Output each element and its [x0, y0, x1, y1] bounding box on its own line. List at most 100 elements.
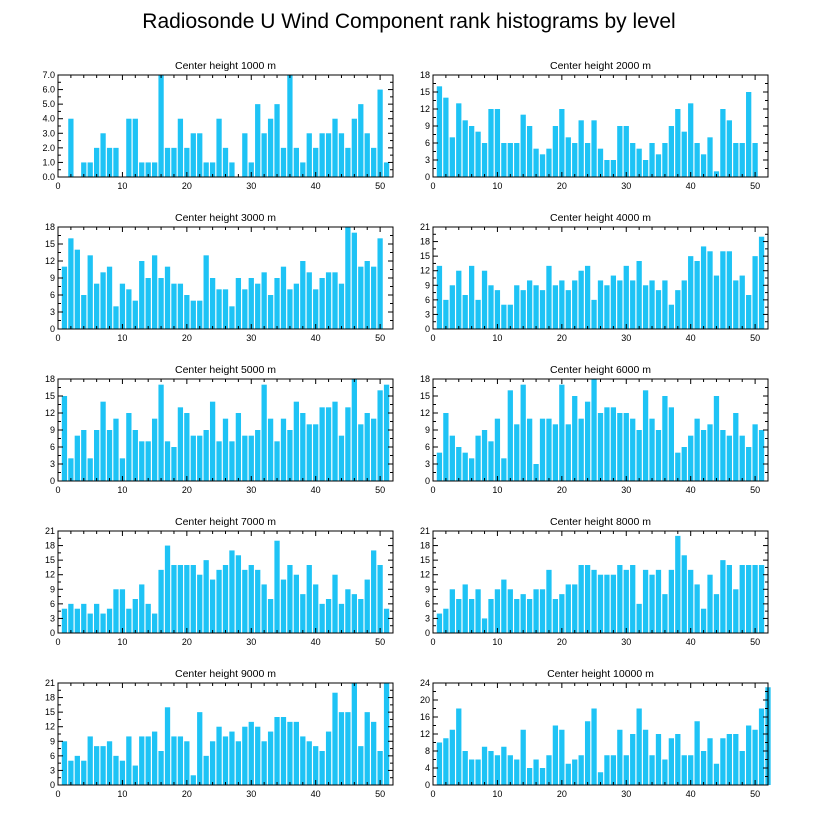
bar [209, 579, 216, 633]
y-tick-label: 24 [420, 678, 430, 688]
bar [280, 579, 287, 633]
bar [713, 275, 720, 329]
bar [481, 270, 488, 329]
bar [287, 75, 293, 177]
bar [546, 265, 552, 329]
y-tick-label: 1.0 [42, 157, 55, 167]
x-tick-label: 30 [246, 637, 256, 647]
bar [216, 569, 222, 633]
bar [177, 565, 184, 633]
bar [623, 265, 629, 329]
bar [597, 772, 604, 785]
bar [81, 295, 87, 329]
bar [462, 584, 468, 633]
bar [514, 143, 520, 177]
x-tick-label: 0 [430, 181, 435, 191]
bar [203, 755, 209, 785]
bar [371, 147, 377, 177]
bar [668, 569, 674, 633]
bar [332, 692, 338, 785]
bar [113, 755, 119, 785]
bar [584, 565, 591, 633]
bar [164, 545, 171, 633]
bar [177, 118, 184, 177]
bar [597, 574, 604, 633]
x-tick-label: 50 [375, 333, 385, 343]
bar [552, 599, 559, 633]
bar [642, 285, 649, 329]
bar [630, 143, 636, 177]
bar [74, 755, 80, 785]
bar [591, 569, 597, 633]
y-tick-label: 12 [420, 570, 430, 580]
bar [255, 283, 261, 329]
bar [190, 133, 196, 177]
x-tick-label: 10 [117, 789, 127, 799]
chart-title: Radiosonde U Wind Component rank histogr… [142, 10, 675, 33]
bar [338, 133, 345, 177]
bar [364, 133, 370, 177]
x-tick-label: 40 [311, 333, 321, 343]
y-tick-label: 6 [50, 751, 55, 761]
bar [475, 435, 481, 481]
bar [119, 458, 126, 481]
bar [488, 751, 494, 785]
x-tick-label: 50 [375, 789, 385, 799]
bar [274, 278, 280, 329]
bar [325, 133, 332, 177]
bar [726, 565, 732, 633]
y-tick-label: 12 [45, 570, 55, 580]
bar [688, 755, 694, 785]
bar [720, 109, 726, 177]
bar [565, 424, 571, 481]
bar [100, 272, 106, 329]
x-tick-label: 30 [621, 485, 631, 495]
bar [74, 608, 80, 633]
bar [306, 272, 312, 329]
bar [287, 565, 293, 633]
panel-7: Center height 7000 m 0 3 6 9 12 15 18 21 0 10 20 30 4… [45, 516, 394, 647]
bar [604, 574, 610, 633]
x-tick-label: 30 [246, 789, 256, 799]
bar [229, 441, 235, 481]
bar [151, 613, 158, 633]
bar [106, 608, 113, 633]
y-tick-label: 20 [420, 695, 430, 705]
x-tick-label: 30 [621, 789, 631, 799]
x-tick-label: 30 [621, 637, 631, 647]
x-tick-label: 30 [621, 333, 631, 343]
bar [383, 162, 390, 177]
bar [617, 126, 623, 177]
x-tick-label: 40 [311, 181, 321, 191]
bar [126, 118, 132, 177]
bar [119, 283, 126, 329]
bar [100, 613, 106, 633]
panel-3: Center height 3000 m 0 3 6 9 12 15 18 0 10 20 30 40 5… [45, 212, 394, 343]
bar [526, 126, 533, 177]
bar [475, 759, 481, 785]
panel-title: Center height 1000 m [175, 60, 276, 72]
bar [591, 379, 597, 481]
bar [222, 565, 229, 633]
bar [293, 721, 299, 785]
bar [145, 736, 151, 785]
y-tick-label: 0 [50, 324, 55, 334]
panel-9: Center height 9000 m 0 3 6 9 12 15 18 21 0 10 20 30 4… [45, 668, 394, 799]
bar [345, 589, 351, 633]
panel-title: Center height 2000 m [550, 60, 651, 72]
bar [681, 131, 687, 177]
bar [694, 584, 700, 633]
bar [552, 126, 559, 177]
bar [358, 746, 364, 785]
bar [164, 441, 171, 481]
bar [267, 418, 274, 481]
bar [319, 133, 325, 177]
bar [171, 283, 177, 329]
bar [507, 143, 513, 177]
bar [546, 569, 552, 633]
x-tick-label: 40 [311, 789, 321, 799]
bar [539, 589, 546, 633]
bar [145, 162, 151, 177]
bar [475, 589, 481, 633]
